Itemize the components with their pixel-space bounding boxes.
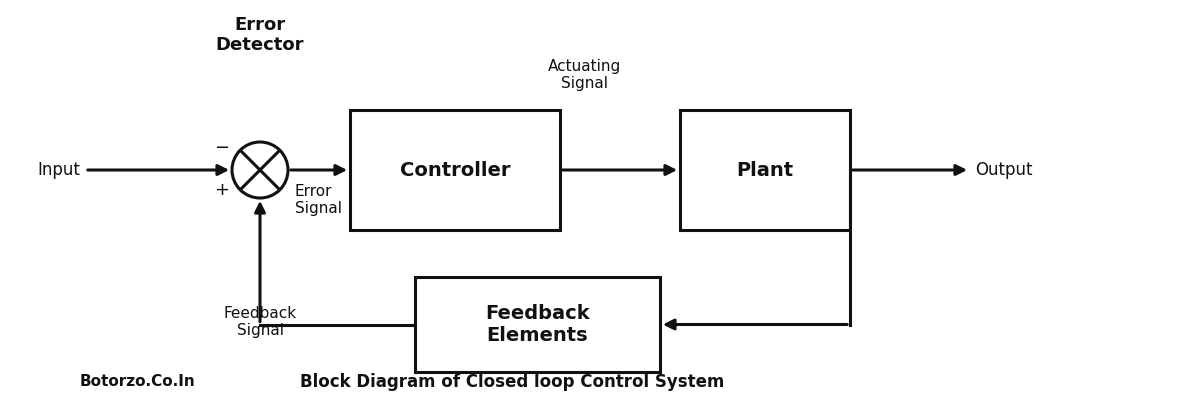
Text: Feedback
Signal: Feedback Signal — [223, 306, 296, 338]
Text: Actuating
Signal: Actuating Signal — [548, 59, 622, 91]
Text: −: − — [215, 139, 229, 157]
Text: Output: Output — [974, 161, 1032, 179]
Text: Botorzo.Co.In: Botorzo.Co.In — [80, 374, 196, 390]
Text: Input: Input — [37, 161, 80, 179]
Text: Error
Signal: Error Signal — [295, 184, 342, 216]
FancyBboxPatch shape — [415, 277, 660, 372]
Text: +: + — [215, 181, 229, 199]
Text: Block Diagram of Closed loop Control System: Block Diagram of Closed loop Control Sys… — [300, 373, 725, 391]
Text: Controller: Controller — [400, 160, 510, 180]
FancyBboxPatch shape — [680, 110, 850, 230]
Text: Error
Detector: Error Detector — [216, 16, 305, 54]
FancyBboxPatch shape — [350, 110, 560, 230]
Text: Plant: Plant — [737, 160, 793, 180]
Text: Feedback
Elements: Feedback Elements — [485, 304, 590, 345]
